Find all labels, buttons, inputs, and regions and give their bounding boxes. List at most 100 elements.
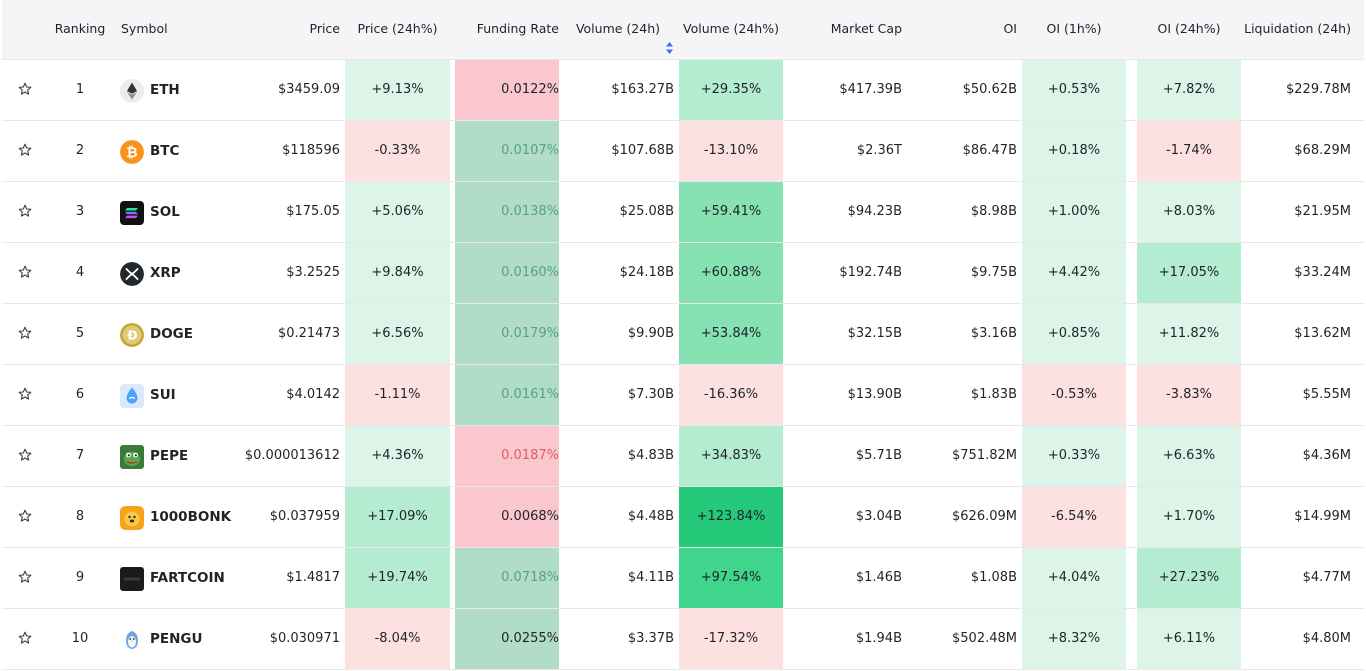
price: $1.4817 <box>286 570 340 585</box>
funding-rate-heat-cell <box>455 487 559 547</box>
header-oi-1h[interactable]: OI (1h%) <box>1046 21 1102 36</box>
oi-24h-heat-cell <box>1137 487 1241 547</box>
oi-24h-heat-cell <box>1137 548 1241 608</box>
header-price-24h[interactable]: Price (24h%) <box>357 21 438 36</box>
volume-24h-change: -13.10% <box>703 143 759 158</box>
volume-24h-change: -16.36% <box>703 387 759 402</box>
market-cap: $192.74B <box>839 265 902 280</box>
favorite-star-icon[interactable] <box>18 143 32 157</box>
symbol[interactable]: SOL <box>150 204 180 220</box>
oi-24h-change: +11.82% <box>1158 326 1220 341</box>
header-market-cap[interactable]: Market Cap <box>830 21 902 36</box>
volume-pct-heat-cell <box>679 304 783 364</box>
symbol[interactable]: 1000BONK <box>150 509 232 525</box>
symbol[interactable]: XRP <box>150 265 181 281</box>
volume-pct-heat-cell <box>679 243 783 303</box>
oi-24h-heat-cell <box>1137 609 1241 669</box>
header-oi[interactable]: OI <box>1003 21 1017 36</box>
oi-24h-heat-cell <box>1137 121 1241 181</box>
table-row[interactable]: 10 PENGU $0.030971 -8.04% 0.0255% $3.37B… <box>2 609 1364 670</box>
svg-text:Ð: Ð <box>127 329 137 343</box>
funding-rate: 0.0068% <box>501 509 559 524</box>
price: $0.000013612 <box>244 448 340 463</box>
volume-24h-change: +29.35% <box>700 82 762 97</box>
liquidation-24h: $33.24M <box>1294 265 1351 280</box>
ranking: 4 <box>75 265 85 280</box>
table-row[interactable]: 7 PEPE $0.000013612 +4.36% 0.0187% $4.83… <box>2 426 1364 487</box>
liquidation-24h: $4.77M <box>1302 570 1351 585</box>
favorite-star-icon[interactable] <box>18 326 32 340</box>
symbol[interactable]: PEPE <box>150 448 189 464</box>
table-row[interactable]: 5 Ð DOGE $0.21473 +6.56% 0.0179% $9.90B … <box>2 304 1364 365</box>
favorite-star-icon[interactable] <box>18 265 32 279</box>
favorite-star-icon[interactable] <box>18 204 32 218</box>
price-24h-heat-cell <box>345 304 450 364</box>
doge-icon: Ð <box>120 323 144 347</box>
favorite-star-icon[interactable] <box>18 82 32 96</box>
price-24h-heat-cell <box>345 182 450 242</box>
ranking: 7 <box>75 448 85 463</box>
price-24h-change: +19.74% <box>367 570 428 585</box>
price: $3.2525 <box>286 265 340 280</box>
header-oi-24h[interactable]: OI (24h%) <box>1157 21 1221 36</box>
price-24h-heat-cell <box>345 60 450 120</box>
funding-rate: 0.0255% <box>501 631 559 646</box>
table-row[interactable]: 8 1000BONK $0.037959 +17.09% 0.0068% $4.… <box>2 487 1364 548</box>
price-24h-heat-cell <box>345 487 450 547</box>
table-row[interactable]: 2 ₿ BTC $118596 -0.33% 0.0107% $107.68B … <box>2 121 1364 182</box>
oi-1h-heat-cell <box>1022 609 1126 669</box>
volume-pct-heat-cell <box>679 548 783 608</box>
oi-1h-change: -0.53% <box>1051 387 1097 402</box>
table-row[interactable]: 6 SUI $4.0142 -1.11% 0.0161% $7.30B -16.… <box>2 365 1364 426</box>
oi-24h-heat-cell <box>1137 60 1241 120</box>
oi-24h-heat-cell <box>1137 243 1241 303</box>
open-interest: $86.47B <box>962 143 1017 158</box>
favorite-star-icon[interactable] <box>18 570 32 584</box>
ranking: 1 <box>75 82 85 97</box>
symbol[interactable]: BTC <box>150 143 180 159</box>
sort-up-down-icon[interactable] <box>665 22 674 54</box>
header-price[interactable]: Price <box>309 21 341 36</box>
oi-24h-change: +6.63% <box>1162 448 1216 463</box>
price-24h-heat-cell <box>345 609 450 669</box>
table-row[interactable]: 1 ETH $3459.09 +9.13% 0.0122% $163.27B +… <box>2 60 1364 121</box>
ranking: 8 <box>75 509 85 524</box>
header-volume-24h[interactable]: Volume (24h) <box>562 0 674 60</box>
header-volume-24h-pct[interactable]: Volume (24h%) <box>683 21 779 36</box>
price-24h-change: -1.11% <box>374 387 421 402</box>
table-row[interactable]: 4 XRP $3.2525 +9.84% 0.0160% $24.18B +60… <box>2 243 1364 304</box>
ranking: 5 <box>75 326 85 341</box>
price: $0.030971 <box>269 631 340 646</box>
liquidation-24h: $68.29M <box>1294 143 1351 158</box>
volume-24h-change: +60.88% <box>700 265 762 280</box>
volume-24h: $4.11B <box>627 570 674 585</box>
price-24h-change: +9.13% <box>371 82 424 97</box>
symbol[interactable]: PENGU <box>150 631 203 647</box>
table-row[interactable]: 9 FARTCOIN $1.4817 +19.74% 0.0718% $4.11… <box>2 548 1364 609</box>
ranking: 9 <box>75 570 85 585</box>
oi-1h-change: +8.32% <box>1047 631 1101 646</box>
oi-1h-heat-cell <box>1022 426 1126 486</box>
open-interest: $9.75B <box>970 265 1017 280</box>
header-liquidation-24h[interactable]: Liquidation (24h) <box>1244 21 1351 36</box>
eth-icon <box>120 79 144 103</box>
favorite-star-icon[interactable] <box>18 387 32 401</box>
price-24h-change: +9.84% <box>371 265 424 280</box>
symbol[interactable]: DOGE <box>150 326 193 342</box>
header-ranking[interactable]: Ranking <box>54 21 106 36</box>
favorite-star-icon[interactable] <box>18 509 32 523</box>
symbol[interactable]: SUI <box>150 387 176 403</box>
funding-rate-heat-cell <box>455 365 559 425</box>
table-row[interactable]: 3 SOL $175.05 +5.06% 0.0138% $25.08B +59… <box>2 182 1364 243</box>
funding-rate: 0.0107% <box>501 143 559 158</box>
favorite-star-icon[interactable] <box>18 631 32 645</box>
favorite-star-icon[interactable] <box>18 448 32 462</box>
oi-24h-heat-cell <box>1137 182 1241 242</box>
market-cap: $2.36T <box>856 143 902 158</box>
oi-1h-change: +4.42% <box>1047 265 1101 280</box>
header-funding-rate[interactable]: Funding Rate <box>476 21 559 36</box>
symbol[interactable]: FARTCOIN <box>150 570 225 586</box>
price-24h-change: -0.33% <box>374 143 421 158</box>
header-symbol[interactable]: Symbol <box>121 21 168 36</box>
symbol[interactable]: ETH <box>150 82 180 98</box>
